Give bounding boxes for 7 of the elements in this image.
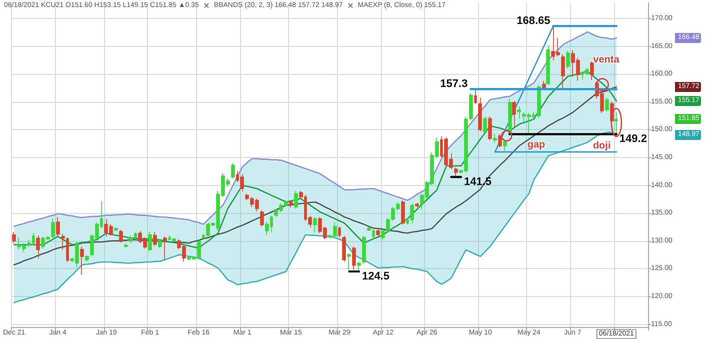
annotation: gap [527,140,546,151]
annotation: doji [592,140,611,152]
data-label: 124.5 [362,270,390,282]
annotation: venta [593,54,620,66]
data-label: 168.65 [516,15,550,28]
data-label: 157.3 [440,78,468,90]
data-label: 149.2 [619,133,647,146]
